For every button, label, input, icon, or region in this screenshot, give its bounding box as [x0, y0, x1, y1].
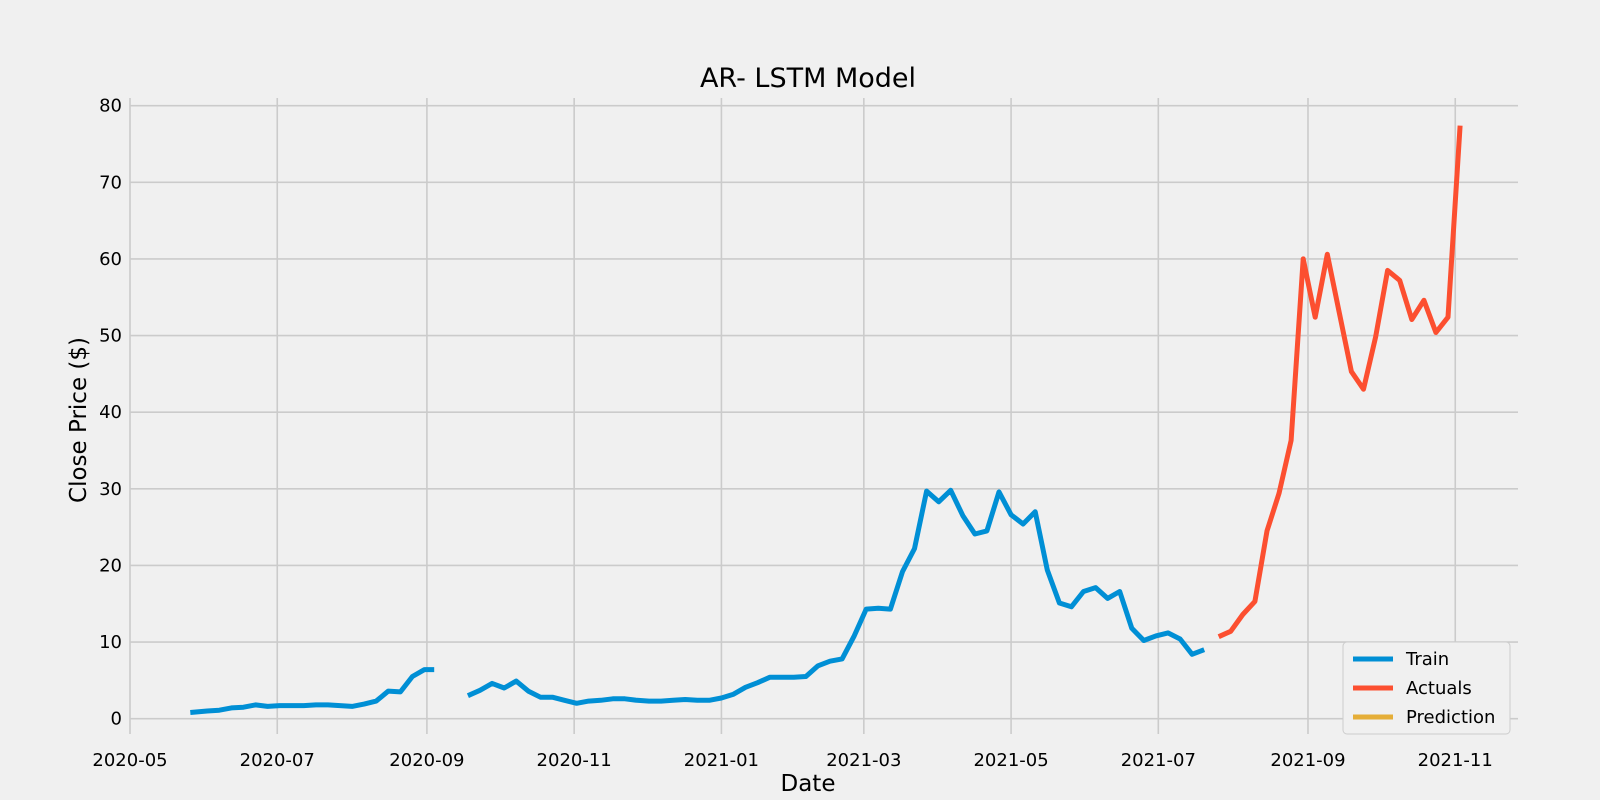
- x-tick-label: 2021-09: [1270, 750, 1345, 771]
- y-axis-label: Close Price ($): [66, 337, 92, 503]
- x-tick-label: 2021-03: [826, 750, 901, 771]
- x-axis-label: Date: [781, 771, 836, 797]
- x-axis-tick-labels: 2020-05 2020-07 2020-09 2020-11 2021-01 2021-…: [92, 750, 1492, 771]
- y-axis-tick-labels: 0 10 20 30 40 50 60 70 80: [99, 96, 122, 730]
- series-line-actuals: [1217, 125, 1463, 639]
- plot-area: [190, 125, 1463, 715]
- y-tick-label: 0: [111, 709, 122, 730]
- y-tick-label: 80: [99, 96, 122, 117]
- chart-title: AR- LSTM Model: [700, 63, 916, 94]
- y-tick-label: 60: [99, 249, 122, 270]
- x-tick-label: 2020-09: [389, 750, 464, 771]
- x-tick-label: 2020-07: [240, 750, 315, 771]
- x-tick-label: 2021-07: [1121, 750, 1196, 771]
- y-tick-label: 50: [99, 326, 122, 347]
- x-tick-label: 2021-11: [1418, 750, 1493, 771]
- y-tick-label: 30: [99, 479, 122, 500]
- y-tick-label: 40: [99, 402, 122, 423]
- legend-box: [1342, 641, 1511, 735]
- y-tick-label: 70: [99, 172, 122, 193]
- legend-label: Prediction: [1406, 707, 1495, 728]
- x-tick-label: 2020-05: [92, 750, 167, 771]
- y-tick-label: 10: [99, 632, 122, 653]
- x-tick-label: 2021-05: [973, 750, 1048, 771]
- legend: Train Actuals Prediction: [1342, 641, 1511, 735]
- series-line-train: [190, 487, 1206, 715]
- grid-lines: [129, 98, 1518, 734]
- legend-label: Actuals: [1406, 678, 1472, 699]
- x-tick-label: 2021-01: [684, 750, 759, 771]
- legend-label: Train: [1405, 649, 1449, 670]
- y-tick-label: 20: [99, 555, 122, 576]
- x-tick-label: 2020-11: [537, 750, 612, 771]
